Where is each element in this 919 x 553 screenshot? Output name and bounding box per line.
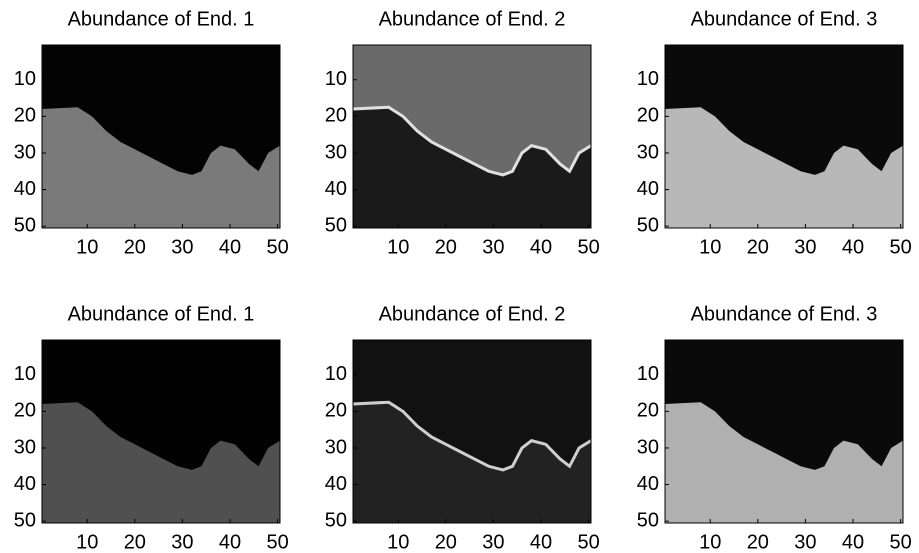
image-edge [352, 400, 592, 472]
y-tick-label: 20 [14, 400, 36, 422]
y-tick-label: 30 [14, 141, 36, 163]
image-region [665, 402, 903, 523]
x-tick-label: 40 [219, 531, 241, 553]
y-tick-label: 10 [14, 363, 36, 385]
subplot-title: Abundance of End. 2 [379, 303, 566, 325]
x-tick-label: 40 [530, 236, 552, 258]
subplot: Abundance of End. 3 10 20 30 40 50 10 20 30 40 50 [637, 8, 912, 258]
x-tick-label: 30 [482, 236, 504, 258]
x-tick-label: 30 [794, 236, 816, 258]
y-tick-label: 50 [325, 509, 347, 531]
y-tick-label: 50 [637, 509, 659, 531]
image-region [665, 107, 903, 228]
axes-frame [664, 44, 904, 229]
subplot-title: Abundance of End. 3 [691, 303, 878, 325]
x-tick-label: 10 [76, 531, 98, 553]
x-tick-label: 30 [482, 531, 504, 553]
subplot: Abundance of End. 2 10 20 30 40 50 10 20 30 40 50 [325, 303, 600, 553]
y-tick-label: 30 [637, 436, 659, 458]
x-tick-label: 50 [266, 531, 288, 553]
y-tick-label: 40 [637, 178, 659, 200]
subplot-title: Abundance of End. 3 [691, 8, 878, 30]
y-tick-label: 10 [325, 363, 347, 385]
subplot: Abundance of End. 3 10 20 30 40 50 10 20 30 40 50 [637, 303, 912, 553]
x-tick-label: 10 [76, 236, 98, 258]
x-tick-label: 50 [577, 531, 599, 553]
y-tick-label: 20 [325, 400, 347, 422]
x-tick-label: 50 [577, 236, 599, 258]
y-tick-label: 50 [325, 214, 347, 236]
x-tick-label: 10 [699, 236, 721, 258]
x-tick-label: 50 [889, 236, 911, 258]
x-tick-label: 40 [219, 236, 241, 258]
image-region [42, 402, 280, 523]
subplot-title: Abundance of End. 2 [379, 8, 566, 30]
subplot: Abundance of End. 1 10 20 30 40 50 10 20 30 40 50 [14, 303, 289, 553]
subplot: Abundance of End. 1 10 20 30 40 50 10 20 30 40 50 [14, 8, 289, 258]
y-tick-label: 40 [325, 473, 347, 495]
x-tick-label: 10 [387, 236, 409, 258]
y-tick-label: 40 [14, 178, 36, 200]
x-tick-label: 30 [171, 531, 193, 553]
subplot-title: Abundance of End. 1 [68, 303, 255, 325]
y-tick-label: 40 [637, 473, 659, 495]
x-tick-label: 20 [747, 236, 769, 258]
axes-frame [41, 44, 281, 229]
image-edge [352, 105, 592, 177]
y-tick-label: 50 [637, 214, 659, 236]
image-region [353, 402, 591, 523]
image-region [42, 107, 280, 228]
x-tick-label: 30 [171, 236, 193, 258]
axes-frame [352, 339, 592, 524]
x-tick-label: 10 [699, 531, 721, 553]
axes-frame [664, 339, 904, 524]
image-region [353, 107, 591, 228]
x-tick-label: 40 [842, 236, 864, 258]
x-tick-label: 40 [842, 531, 864, 553]
x-tick-label: 20 [124, 531, 146, 553]
x-tick-label: 50 [889, 531, 911, 553]
x-tick-label: 30 [794, 531, 816, 553]
x-tick-label: 20 [435, 531, 457, 553]
subplot-title: Abundance of End. 1 [68, 8, 255, 30]
y-tick-label: 30 [325, 436, 347, 458]
x-tick-label: 10 [387, 531, 409, 553]
subplot: Abundance of End. 2 10 20 30 40 50 10 20 30 40 50 [325, 8, 600, 258]
y-tick-label: 20 [637, 400, 659, 422]
x-tick-label: 50 [266, 236, 288, 258]
y-tick-label: 20 [325, 105, 347, 127]
x-tick-label: 40 [530, 531, 552, 553]
y-tick-label: 30 [14, 436, 36, 458]
y-tick-label: 50 [14, 214, 36, 236]
axes-frame [41, 339, 281, 524]
axes-frame [352, 44, 592, 229]
y-tick-label: 10 [14, 68, 36, 90]
y-tick-label: 20 [637, 105, 659, 127]
y-tick-label: 40 [14, 473, 36, 495]
x-tick-label: 20 [747, 531, 769, 553]
y-tick-label: 10 [325, 68, 347, 90]
y-tick-label: 30 [637, 141, 659, 163]
y-tick-label: 20 [14, 105, 36, 127]
y-tick-label: 50 [14, 509, 36, 531]
y-tick-label: 10 [637, 68, 659, 90]
y-tick-label: 40 [325, 178, 347, 200]
y-tick-label: 10 [637, 363, 659, 385]
x-tick-label: 20 [435, 236, 457, 258]
y-tick-label: 30 [325, 141, 347, 163]
x-tick-label: 20 [124, 236, 146, 258]
